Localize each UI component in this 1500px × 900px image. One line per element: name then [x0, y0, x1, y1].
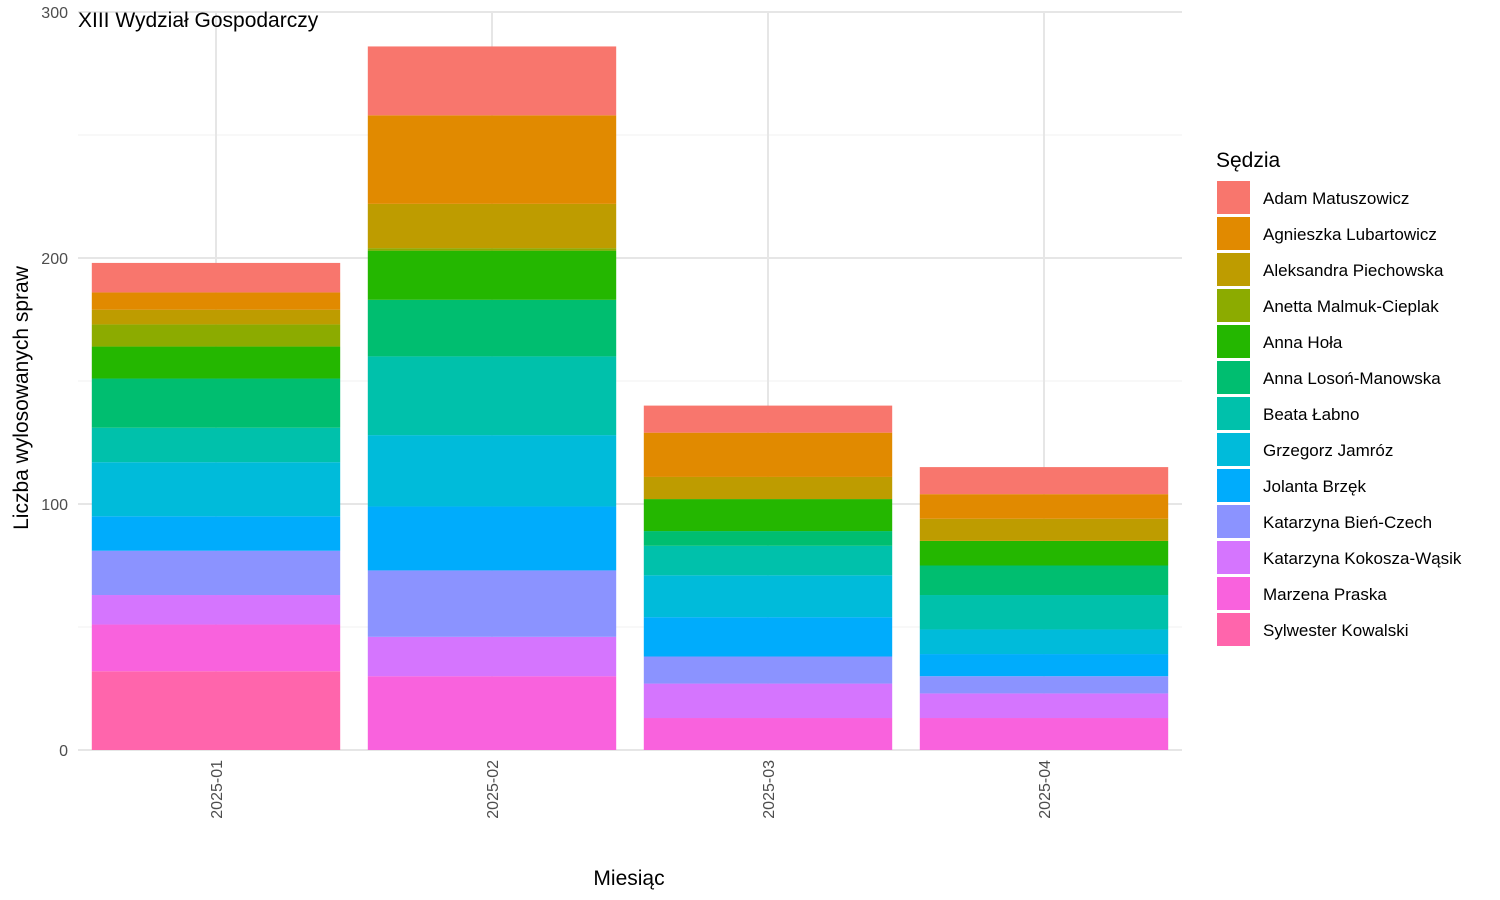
bar-segment-2025-01-1	[91, 292, 341, 310]
bars	[91, 46, 1169, 750]
legend-swatch	[1217, 397, 1250, 430]
bar-segment-2025-03-8	[643, 617, 893, 657]
y-tick-label: 100	[41, 497, 68, 514]
bar-segment-2025-01-9	[91, 550, 341, 596]
bar-segment-2025-02-0	[367, 46, 617, 116]
bar-segment-2025-02-2	[367, 203, 617, 249]
bar-segment-2025-04-8	[919, 654, 1169, 677]
bar-segment-2025-01-2	[91, 309, 341, 325]
bar-segment-2025-02-9	[367, 570, 617, 637]
bar-segment-2025-01-0	[91, 262, 341, 293]
legend-swatch	[1217, 505, 1250, 538]
legend-swatch	[1217, 541, 1250, 574]
bar-segment-2025-04-4	[919, 540, 1169, 566]
legend-label: Anna Hoła	[1263, 333, 1343, 352]
bar-segment-2025-01-3	[91, 324, 341, 347]
bar-segment-2025-04-6	[919, 595, 1169, 630]
bar-segment-2025-03-7	[643, 575, 893, 618]
y-axis: 0 100 200 300	[41, 5, 68, 760]
x-axis: 2025-01 2025-02 2025-03 2025-04	[209, 760, 1054, 819]
y-tick-label: 200	[41, 251, 68, 268]
bar-segment-2025-02-3	[367, 248, 617, 251]
legend-label: Agnieszka Lubartowicz	[1263, 225, 1437, 244]
bar-segment-2025-02-6	[367, 356, 617, 436]
bar-segment-2025-04-10	[919, 693, 1169, 719]
bar-segment-2025-01-5	[91, 378, 341, 428]
legend-swatch	[1217, 181, 1250, 214]
legend-label: Marzena Praska	[1263, 585, 1387, 604]
x-tick-label: 2025-02	[485, 760, 502, 819]
bar-segment-2025-01-10	[91, 595, 341, 625]
bar-segment-2025-02-8	[367, 506, 617, 571]
bar-segment-2025-02-1	[367, 115, 617, 204]
legend-label: Jolanta Brzęk	[1263, 477, 1366, 496]
legend-label: Sylwester Kowalski	[1263, 621, 1409, 640]
bar-segment-2025-03-10	[643, 683, 893, 719]
legend-label: Katarzyna Bień-Czech	[1263, 513, 1432, 532]
x-tick-label: 2025-04	[1037, 760, 1054, 819]
bar-segment-2025-03-2	[643, 476, 893, 500]
legend-swatch	[1217, 433, 1250, 466]
bar-segment-2025-03-11	[643, 718, 893, 750]
legend-label: Adam Matuszowicz	[1263, 189, 1409, 208]
bar-segment-2025-01-7	[91, 462, 341, 517]
legend-label: Grzegorz Jamróz	[1263, 441, 1393, 460]
legend-label: Aleksandra Piechowska	[1263, 261, 1444, 280]
legend-label: Beata Łabno	[1263, 405, 1359, 424]
legend-swatch	[1217, 613, 1250, 646]
bar-segment-2025-01-12	[91, 671, 341, 750]
y-tick-label: 300	[41, 5, 68, 22]
bar-segment-2025-03-9	[643, 656, 893, 684]
bar-segment-2025-04-1	[919, 494, 1169, 519]
bar-segment-2025-03-4	[643, 499, 893, 532]
y-axis-title: Liczba wylosowanych spraw	[10, 265, 33, 530]
legend-label: Anetta Malmuk-Cieplak	[1263, 297, 1439, 316]
bar-segment-2025-03-5	[643, 531, 893, 546]
legend-swatch	[1217, 469, 1250, 502]
bar-segment-2025-04-7	[919, 629, 1169, 655]
legend-swatch	[1217, 577, 1250, 610]
bar-segment-2025-01-11	[91, 624, 341, 672]
bar-segment-2025-04-5	[919, 565, 1169, 596]
legend-swatch	[1217, 289, 1250, 322]
x-tick-label: 2025-03	[761, 760, 778, 819]
bar-segment-2025-04-9	[919, 676, 1169, 694]
bar-segment-2025-04-2	[919, 518, 1169, 541]
legend-swatch	[1217, 361, 1250, 394]
x-tick-label: 2025-01	[209, 760, 226, 819]
bar-segment-2025-02-7	[367, 435, 617, 507]
legend-label: Katarzyna Kokosza-Wąsik	[1263, 549, 1462, 568]
legend-swatch	[1217, 217, 1250, 250]
bar-segment-2025-04-0	[919, 467, 1169, 495]
bar-segment-2025-04-11	[919, 718, 1169, 750]
bar-segment-2025-01-8	[91, 516, 341, 551]
bar-segment-2025-02-11	[367, 676, 617, 750]
y-tick-label: 0	[59, 743, 68, 760]
x-axis-title: Miesiąc	[593, 867, 664, 890]
legend-label: Anna Losoń-Manowska	[1263, 369, 1441, 388]
bar-segment-2025-03-0	[643, 405, 893, 433]
bar-segment-2025-02-5	[367, 299, 617, 357]
chart-title: XIII Wydział Gospodarczy	[78, 9, 319, 32]
bar-segment-2025-01-6	[91, 427, 341, 463]
legend: Sędzia Adam Matuszowicz Agnieszka Lubarto…	[1216, 149, 1462, 646]
legend-swatch	[1217, 253, 1250, 286]
legend-swatch	[1217, 325, 1250, 358]
bar-segment-2025-01-4	[91, 346, 341, 379]
bar-segment-2025-02-4	[367, 250, 617, 300]
bar-segment-2025-03-6	[643, 545, 893, 576]
legend-title: Sędzia	[1216, 149, 1281, 172]
bar-segment-2025-02-10	[367, 636, 617, 677]
bar-segment-2025-03-1	[643, 432, 893, 477]
